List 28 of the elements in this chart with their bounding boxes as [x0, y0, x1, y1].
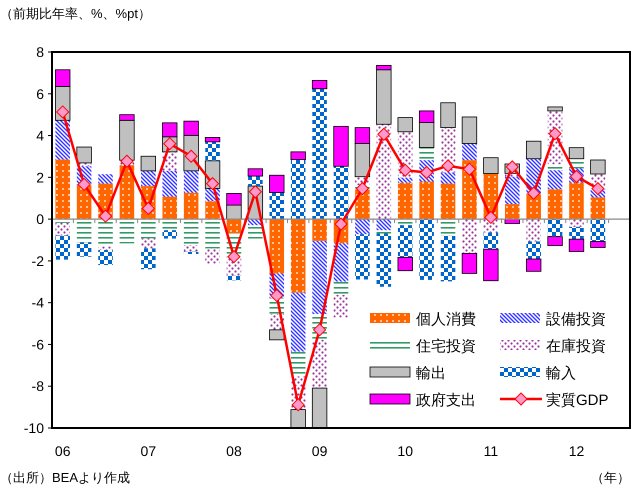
legend-label: 輸出 [416, 365, 446, 382]
x-tick-label: 11 [484, 443, 498, 459]
legend-label: 輸入 [546, 365, 576, 382]
ytick: 2 [36, 169, 44, 186]
ytick: -2 [32, 252, 44, 269]
ytick: -10 [24, 420, 44, 436]
y-axis-title: （前期比年率、%、%pt） [0, 6, 151, 21]
legend-label: 設備投資 [546, 311, 606, 328]
legend-label: 個人消費 [416, 311, 476, 328]
x-tick-label: 08 [226, 443, 242, 459]
x-tick-label: 10 [397, 443, 414, 459]
ytick: -4 [32, 294, 44, 311]
legend-label: 住宅投資 [415, 338, 476, 355]
legend-label: 在庫投資 [546, 338, 606, 355]
x-tick-label: 09 [312, 443, 328, 459]
x-tick-label: 06 [54, 443, 71, 459]
ytick: 6 [36, 86, 44, 102]
x-tick-label: 12 [568, 443, 584, 459]
ytick: -6 [32, 336, 44, 352]
ytick: 0 [36, 211, 44, 228]
ytick: 4 [36, 128, 44, 144]
legend-label: 政府支出 [416, 392, 476, 409]
ytick: 8 [36, 44, 44, 60]
ytick: -8 [32, 378, 44, 394]
x-tick-label: 07 [140, 443, 156, 459]
x-axis-title: （年） [591, 470, 630, 485]
text: （出所）BEAより作成 [0, 470, 130, 485]
legend-label: 実質GDP [546, 392, 609, 409]
